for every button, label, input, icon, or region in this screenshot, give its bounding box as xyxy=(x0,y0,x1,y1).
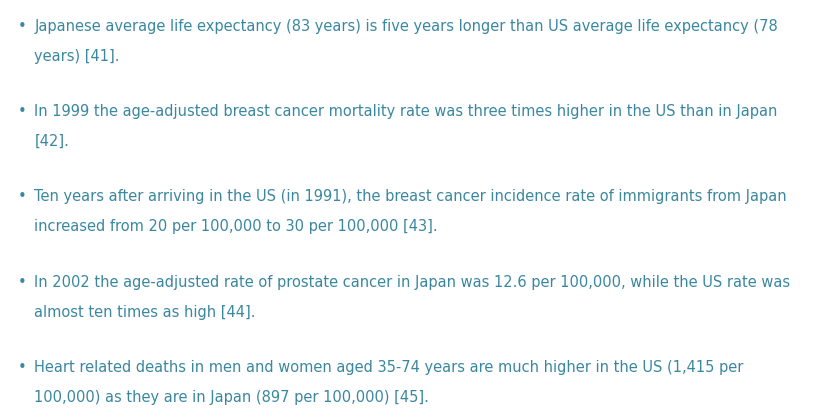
Text: [42].: [42]. xyxy=(34,134,69,149)
Text: In 2002 the age-adjusted rate of prostate cancer in Japan was 12.6 per 100,000, : In 2002 the age-adjusted rate of prostat… xyxy=(34,275,790,290)
Text: 100,000) as they are in Japan (897 per 100,000) [45].: 100,000) as they are in Japan (897 per 1… xyxy=(34,390,429,405)
Text: •: • xyxy=(18,189,27,204)
Text: Japanese average life expectancy (83 years) is five years longer than US average: Japanese average life expectancy (83 yea… xyxy=(34,19,778,34)
Text: years) [41].: years) [41]. xyxy=(34,49,120,64)
Text: almost ten times as high [44].: almost ten times as high [44]. xyxy=(34,305,256,320)
Text: •: • xyxy=(18,360,27,375)
Text: increased from 20 per 100,000 to 30 per 100,000 [43].: increased from 20 per 100,000 to 30 per … xyxy=(34,219,438,234)
Text: In 1999 the age-adjusted breast cancer mortality rate was three times higher in : In 1999 the age-adjusted breast cancer m… xyxy=(34,104,778,119)
Text: •: • xyxy=(18,19,27,34)
Text: •: • xyxy=(18,275,27,290)
Text: •: • xyxy=(18,104,27,119)
Text: Heart related deaths in men and women aged 35-74 years are much higher in the US: Heart related deaths in men and women ag… xyxy=(34,360,743,375)
Text: Ten years after arriving in the US (in 1991), the breast cancer incidence rate o: Ten years after arriving in the US (in 1… xyxy=(34,189,787,204)
